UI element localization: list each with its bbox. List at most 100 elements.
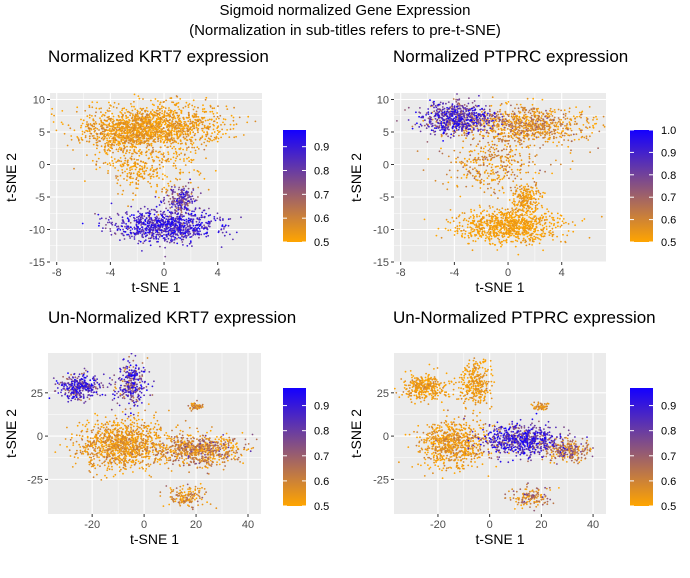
scatter-point <box>156 231 158 233</box>
scatter-point <box>463 174 465 176</box>
scatter-point <box>538 202 540 204</box>
scatter-point <box>149 183 151 185</box>
scatter-point <box>178 189 180 191</box>
scatter-point <box>532 98 534 100</box>
scatter-point <box>473 162 475 164</box>
scatter-point <box>196 116 198 118</box>
scatter-point <box>511 113 513 115</box>
scatter-point <box>146 107 148 109</box>
scatter-point <box>110 223 112 225</box>
scatter-point <box>552 228 554 230</box>
scatter-point <box>188 222 190 224</box>
y-tick-label: -10 <box>29 225 45 237</box>
scatter-point <box>488 163 490 165</box>
scatter-point <box>440 148 442 150</box>
scatter-point <box>110 135 112 137</box>
scatter-point <box>120 157 122 159</box>
scatter-point <box>226 231 228 233</box>
scatter-point <box>564 109 566 111</box>
scatter-point <box>512 193 514 195</box>
scatter-point <box>196 228 198 230</box>
scatter-point <box>559 119 561 121</box>
scatter-point <box>138 240 140 242</box>
scatter-point <box>565 242 567 244</box>
scatter-point <box>163 117 165 119</box>
scatter-point <box>161 219 163 221</box>
scatter-point <box>458 216 460 218</box>
scatter-point <box>165 115 167 117</box>
scatter-point <box>178 130 180 132</box>
scatter-point <box>97 136 99 138</box>
scatter-point <box>507 220 509 222</box>
scatter-point <box>53 121 55 123</box>
scatter-point <box>557 126 559 128</box>
scatter-point <box>467 226 469 228</box>
scatter-point <box>500 246 502 248</box>
scatter-point <box>197 170 199 172</box>
scatter-point <box>563 222 565 224</box>
scatter-point <box>495 136 497 138</box>
scatter-point <box>556 137 558 139</box>
scatter-point <box>132 130 134 132</box>
scatter-point <box>142 108 144 110</box>
scatter-point <box>512 180 514 182</box>
scatter-point <box>209 111 211 113</box>
scatter-point <box>117 228 119 230</box>
scatter-point <box>118 137 120 139</box>
scatter-point <box>451 217 453 219</box>
scatter-point <box>51 108 53 110</box>
scatter-point <box>562 121 564 123</box>
scatter-point <box>142 133 144 135</box>
scatter-point <box>457 228 459 230</box>
scatter-point <box>165 122 167 124</box>
scatter-point <box>116 182 118 184</box>
scatter-point <box>211 119 213 121</box>
scatter-point <box>198 218 200 220</box>
scatter-point <box>196 111 198 113</box>
scatter-point <box>167 183 169 185</box>
scatter-point <box>176 225 178 227</box>
scatter-point <box>183 189 185 191</box>
y-axis-title: t-SNE 2 <box>3 153 19 202</box>
scatter-point <box>502 236 504 238</box>
scatter-point <box>522 240 524 242</box>
scatter-point <box>164 110 166 112</box>
scatter-point <box>551 223 553 225</box>
scatter-point <box>196 146 198 148</box>
scatter-point <box>139 221 141 223</box>
scatter-point <box>96 102 98 104</box>
scatter-point <box>191 160 193 162</box>
scatter-point <box>61 110 63 112</box>
scatter-point <box>492 243 494 245</box>
scatter-point <box>271 128 273 130</box>
scatter-point <box>139 137 141 139</box>
scatter-point <box>95 168 97 170</box>
scatter-point <box>124 141 126 143</box>
scatter-point <box>99 108 101 110</box>
scatter-point <box>511 150 513 152</box>
scatter-point <box>556 122 558 124</box>
scatter-point <box>192 195 194 197</box>
scatter-point <box>139 143 141 145</box>
scatter-point <box>98 225 100 227</box>
scatter-point <box>516 214 518 216</box>
scatter-point <box>213 216 215 218</box>
scatter-point <box>441 237 443 239</box>
scatter-point <box>174 191 176 193</box>
scatter-point <box>129 237 131 239</box>
scatter-point <box>187 104 189 106</box>
scatter-point <box>129 124 131 126</box>
scatter-point <box>180 143 182 145</box>
scatter-point <box>488 236 490 238</box>
scatter-point <box>519 117 521 119</box>
scatter-point <box>514 201 516 203</box>
scatter-point <box>536 154 538 156</box>
scatter-point <box>524 196 526 198</box>
scatter-point <box>146 125 148 127</box>
scatter-point <box>593 117 595 119</box>
scatter-point <box>184 235 186 237</box>
scatter-point <box>534 135 536 137</box>
scatter-point <box>470 229 472 231</box>
scatter-point <box>490 244 492 246</box>
